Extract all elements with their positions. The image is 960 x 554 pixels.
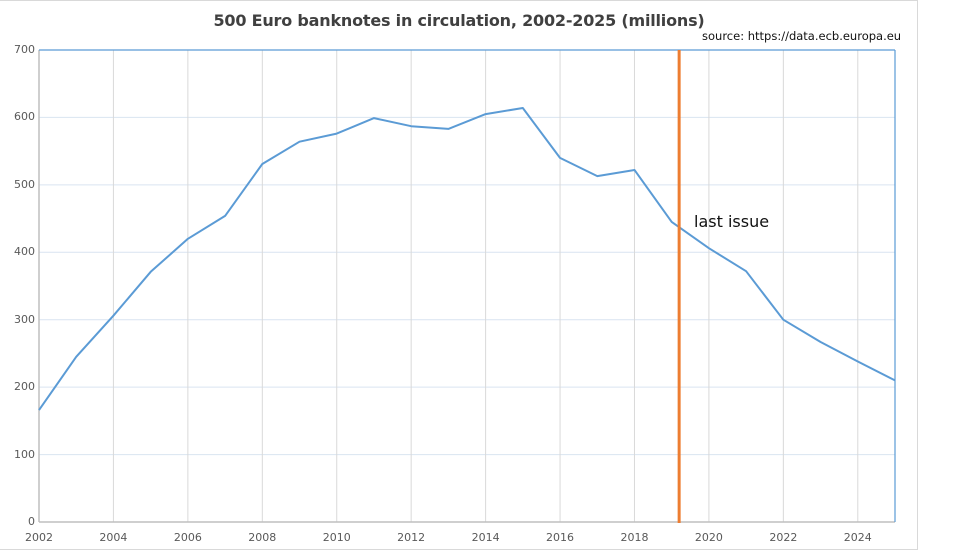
x-tick-label: 2006 (173, 531, 202, 544)
y-tick-label: 600 (14, 110, 35, 124)
y-tick-label: 300 (14, 312, 35, 326)
data-line (38, 107, 896, 411)
last-issue-label: last issue (694, 212, 770, 231)
source-note: source: https://data.ecb.europa.eu (702, 29, 902, 43)
x-tick-label: 2002 (25, 531, 53, 544)
y-tick-label: 400 (14, 245, 35, 259)
y-tick-label: 0 (28, 515, 35, 528)
chart-title: 500 Euro banknotes in circulation, 2002-… (213, 11, 705, 30)
x-tick-label: 2014 (471, 531, 500, 544)
x-tick-label: 2004 (99, 531, 128, 544)
chart-frame (0, 0, 918, 550)
x-tick-label: 2010 (322, 531, 351, 544)
y-tick-label: 500 (14, 177, 35, 191)
x-tick-label: 2012 (397, 531, 426, 544)
x-tick-label: 2018 (620, 531, 649, 544)
y-tick-label: 700 (14, 43, 35, 56)
x-tick-label: 2022 (769, 531, 798, 544)
y-tick-label: 100 (14, 447, 35, 461)
x-tick-label: 2020 (694, 531, 723, 544)
x-tick-label: 2024 (843, 531, 872, 544)
y-tick-label: 200 (14, 380, 35, 394)
x-tick-label: 2008 (248, 531, 277, 544)
x-tick-label: 2016 (546, 531, 575, 544)
